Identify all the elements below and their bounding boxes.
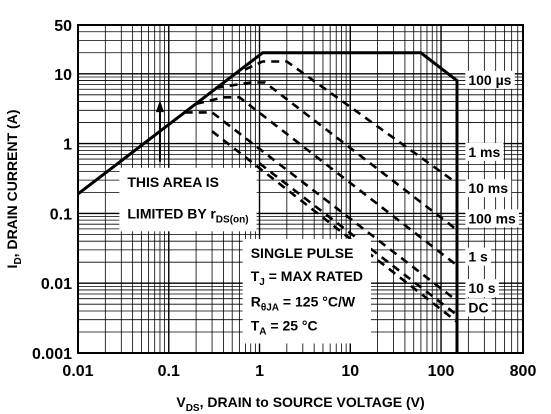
y-tick-label: 1 [63, 137, 72, 154]
series-label: 10 ms [465, 179, 512, 198]
series-label: 10 s [465, 279, 499, 298]
area-note-line2: LIMITED BY rDS(on) [127, 205, 248, 225]
plot-frame [77, 24, 524, 354]
svg-text:1 s: 1 s [468, 249, 488, 265]
series-line [195, 96, 458, 267]
condition-rthja: RθJA = 125 °C/W [251, 294, 356, 314]
y-tick-label: 0.001 [32, 346, 72, 363]
series-line [77, 51, 459, 353]
svg-text:DC: DC [468, 299, 488, 315]
series-line [231, 60, 458, 185]
condition-tj: TJ = MAX RATED [251, 268, 363, 288]
series-labels: 100 µs 1 ms 10 ms 100 ms 1 s 10 s DC [465, 70, 520, 317]
y-tick-labels: 0.001 0.01 0.1 1 10 50 [32, 18, 72, 363]
x-tick-label: 0.01 [62, 363, 93, 380]
area-arrow [155, 100, 164, 162]
area-note-line1: THIS AREA IS [127, 174, 219, 190]
series-label: 100 ms [465, 209, 520, 228]
y-tick-label: 0.1 [50, 206, 72, 223]
x-tick-labels: 0.01 0.1 1 10 100 800 [62, 363, 536, 380]
series-line [211, 130, 458, 323]
series-group [77, 51, 459, 353]
conditions-note: SINGLE PULSE TJ = MAX RATED RθJA = 125 °… [242, 238, 371, 344]
condition-ta: TA = 25 °C [251, 318, 318, 338]
svg-text:10 ms: 10 ms [468, 180, 508, 196]
y-axis-title: ID, DRAIN CURRENT (A) [4, 110, 24, 269]
svg-text:1 ms: 1 ms [468, 144, 500, 160]
series-label: 100 µs [465, 70, 515, 89]
series-label: DC [465, 298, 492, 317]
x-tick-label: 0.1 [158, 363, 180, 380]
y-tick-label: 10 [54, 67, 72, 84]
x-axis-title: VDS, DRAIN to SOURCE VOLTAGE (V) [176, 394, 424, 414]
x-tick-label: 10 [341, 363, 359, 380]
area-note: THIS AREA IS LIMITED BY rDS(on) [119, 167, 257, 232]
svg-text:10 s: 10 s [468, 280, 495, 296]
y-tick-label: 50 [54, 18, 72, 35]
condition-single-pulse: SINGLE PULSE [251, 245, 354, 261]
svg-text:100 ms: 100 ms [468, 210, 516, 226]
y-tick-label: 0.01 [41, 276, 72, 293]
series-label: 1 s [465, 247, 492, 266]
svg-text:100 µs: 100 µs [468, 72, 511, 88]
x-tick-label: 1 [255, 363, 264, 380]
series-label: 1 ms [465, 142, 504, 161]
series-line [215, 81, 458, 231]
x-tick-label: 800 [510, 363, 537, 380]
x-tick-label: 100 [428, 363, 455, 380]
